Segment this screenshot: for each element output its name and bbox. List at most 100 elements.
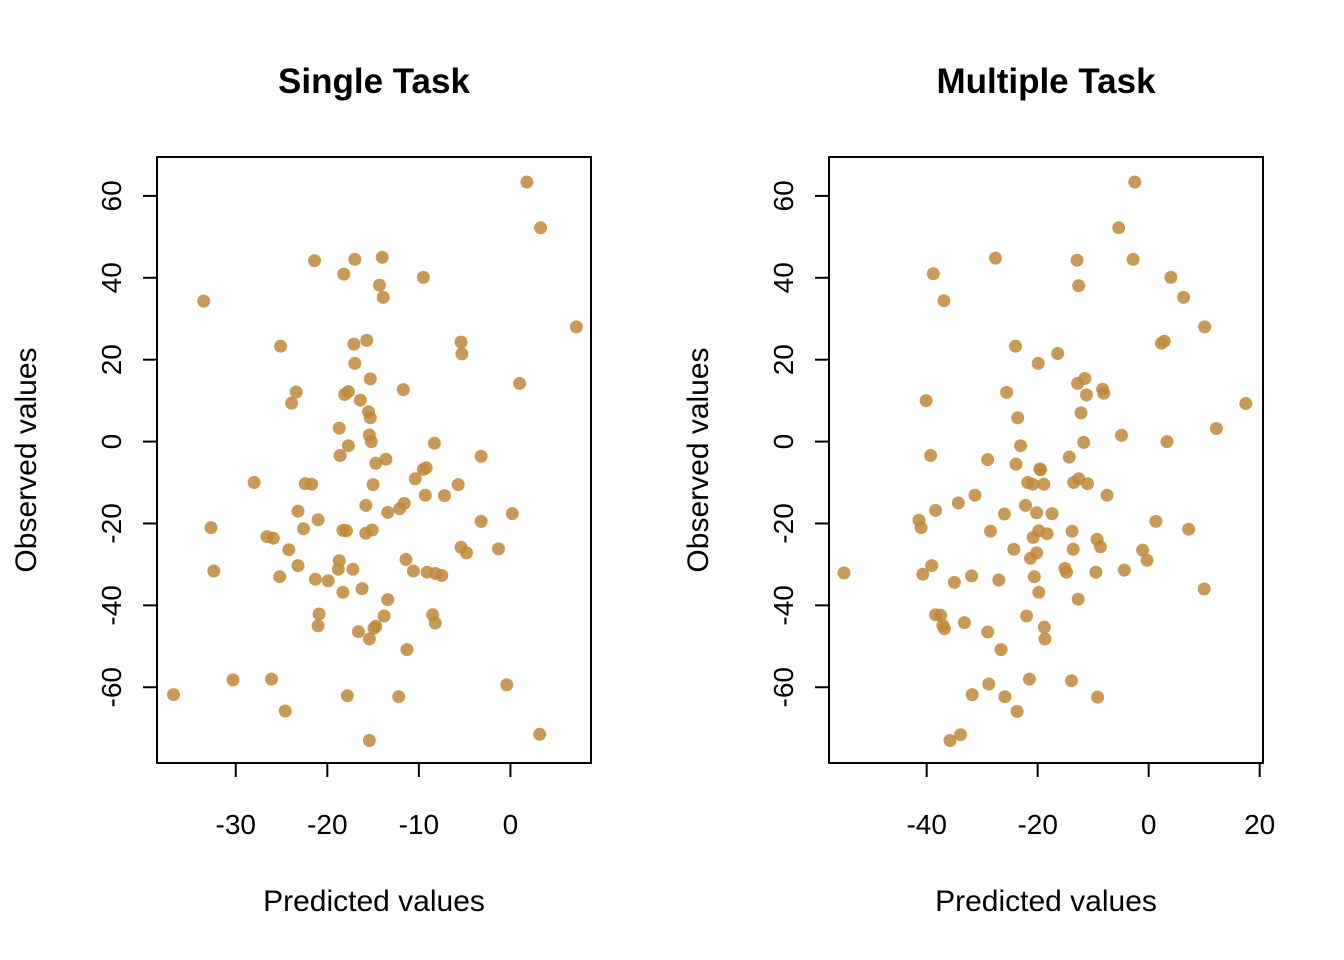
single-task-point bbox=[505, 507, 519, 521]
multiple-task-point bbox=[1198, 320, 1212, 334]
multiple-task-point bbox=[1019, 498, 1032, 512]
single-task-point bbox=[207, 564, 221, 578]
multiple-task-point bbox=[1045, 507, 1059, 521]
single-task-point bbox=[363, 411, 377, 425]
single-task-point bbox=[381, 593, 395, 607]
single-task-point bbox=[282, 543, 296, 557]
single-task-point bbox=[427, 436, 441, 450]
single-task-point bbox=[451, 478, 465, 492]
single-task-point bbox=[333, 449, 347, 462]
multiple-task-point bbox=[1014, 439, 1027, 453]
multiple-task-point bbox=[943, 734, 957, 747]
single-task-point bbox=[534, 221, 548, 235]
multiple-task-point bbox=[1182, 522, 1196, 536]
multiple-task-point bbox=[1020, 609, 1034, 623]
single-task-x-axis-label: Predicted values bbox=[263, 885, 485, 918]
single-task-panel: Single Task -30 -20 -10 0 -60-40-200204060 … bbox=[10, 62, 592, 918]
single-task-point bbox=[533, 727, 547, 741]
single-task-point bbox=[438, 489, 451, 503]
single-task-title: Single Task bbox=[278, 62, 470, 101]
single-task-x-tick-label: -30 bbox=[216, 809, 256, 840]
single-task-point bbox=[435, 569, 449, 582]
single-task-point bbox=[454, 335, 468, 349]
single-task-point bbox=[226, 673, 240, 687]
single-task-point bbox=[331, 562, 345, 576]
multiple-task-point bbox=[1037, 477, 1051, 491]
multiple-task-point bbox=[1071, 376, 1085, 390]
single-task-point bbox=[455, 347, 469, 361]
multiple-task-point bbox=[1051, 347, 1065, 360]
multiple-task-point bbox=[1117, 563, 1131, 577]
single-task-point bbox=[266, 531, 280, 545]
single-task-point bbox=[373, 278, 386, 292]
multiple-task-point bbox=[1066, 542, 1080, 556]
multiple-task-point bbox=[1026, 530, 1040, 544]
multiple-task-point bbox=[1074, 406, 1088, 420]
single-task-point bbox=[416, 270, 430, 284]
multiple-task-point bbox=[1065, 524, 1079, 538]
single-task-y-tick-label: 0 bbox=[96, 434, 127, 450]
multiple-task-y-axis: -60 -40 -20 0 20 40 60 bbox=[768, 180, 830, 707]
multiple-task-point bbox=[1038, 632, 1052, 646]
multiple-task-point bbox=[1009, 457, 1023, 471]
single-task-point bbox=[359, 498, 373, 512]
multiple-task-x-tick-label: -20 bbox=[1017, 809, 1057, 840]
multiple-task-point bbox=[925, 559, 939, 573]
single-task-point bbox=[359, 526, 373, 540]
single-task-point bbox=[363, 372, 377, 386]
single-task-point bbox=[500, 678, 514, 692]
multiple-task-point bbox=[1040, 527, 1054, 541]
multiple-task-point bbox=[981, 625, 995, 639]
multiple-task-point bbox=[1177, 290, 1191, 304]
multiple-task-point bbox=[1030, 506, 1044, 520]
single-task-point bbox=[418, 488, 432, 502]
single-task-point bbox=[375, 250, 389, 264]
multiple-task-point bbox=[1027, 570, 1041, 584]
single-task-point bbox=[353, 393, 367, 407]
single-task-y-tick-label: -20 bbox=[96, 503, 127, 543]
multiple-task-point bbox=[1115, 428, 1128, 442]
single-task-y-tick-label: 60 bbox=[96, 180, 127, 211]
single-task-point bbox=[341, 439, 355, 453]
multiple-task-point bbox=[981, 453, 995, 467]
multiple-task-y-tick-label: 20 bbox=[768, 344, 799, 375]
multiple-task-point bbox=[1070, 253, 1084, 267]
multiple-task-point bbox=[947, 575, 961, 589]
multiple-task-point bbox=[1022, 672, 1036, 686]
multiple-task-points bbox=[837, 175, 1253, 747]
single-task-point bbox=[265, 672, 278, 686]
single-task-point bbox=[520, 175, 534, 189]
single-task-point bbox=[393, 502, 407, 516]
single-task-point bbox=[377, 609, 391, 623]
single-task-point bbox=[367, 621, 381, 635]
single-task-point bbox=[348, 252, 362, 266]
multiple-task-point bbox=[1100, 488, 1114, 502]
multiple-task-point bbox=[951, 496, 965, 510]
multiple-task-point bbox=[1164, 270, 1178, 284]
multiple-task-point bbox=[1026, 477, 1040, 491]
multiple-task-panel: Multiple Task -40 -20 0 20 -60 -40 -20 0 20 40 60… bbox=[682, 62, 1275, 918]
single-task-point bbox=[291, 504, 305, 518]
single-task-point bbox=[204, 521, 218, 535]
single-task-point bbox=[273, 570, 287, 584]
multiple-task-point bbox=[1093, 540, 1107, 554]
single-task-point bbox=[406, 564, 420, 578]
single-task-point bbox=[285, 396, 299, 410]
single-task-point bbox=[369, 456, 383, 470]
multiple-task-point bbox=[1011, 411, 1025, 425]
multiple-task-point bbox=[954, 728, 967, 742]
multiple-task-point bbox=[1072, 279, 1086, 293]
multiple-task-point bbox=[1160, 435, 1174, 449]
multiple-task-point bbox=[1136, 543, 1150, 557]
multiple-task-point bbox=[1065, 674, 1078, 688]
single-task-point bbox=[311, 513, 325, 527]
single-task-point bbox=[400, 643, 414, 657]
multiple-task-point bbox=[1037, 620, 1051, 634]
multiple-task-point bbox=[1060, 565, 1073, 579]
single-task-point bbox=[428, 616, 442, 630]
single-task-y-tick-label: -40 bbox=[96, 585, 127, 625]
multiple-task-y-axis-label: Observed values bbox=[682, 347, 715, 572]
multiple-task-point bbox=[982, 677, 996, 691]
single-task-point bbox=[392, 690, 406, 704]
